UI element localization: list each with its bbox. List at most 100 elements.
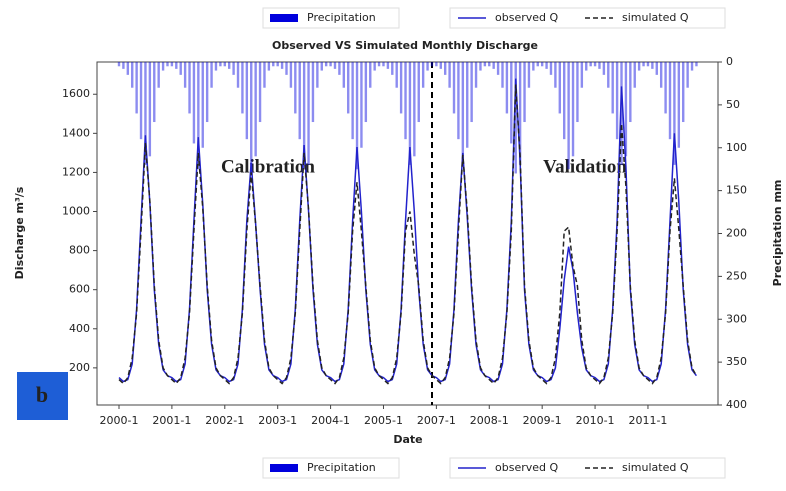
precip-bar	[620, 62, 623, 165]
precip-bar	[655, 62, 658, 75]
precip-bar	[311, 62, 315, 123]
x-tick-label: 2011-1	[628, 414, 667, 427]
precip-bar	[298, 62, 301, 140]
precip-bar	[373, 62, 376, 71]
precip-bar	[532, 62, 535, 71]
precip-bar	[439, 62, 442, 69]
precip-bar	[470, 62, 473, 123]
precip-bar	[205, 62, 209, 123]
precip-bar	[404, 62, 407, 140]
legend-swatch	[270, 14, 298, 22]
precip-bar	[157, 62, 160, 88]
precip-bar	[232, 62, 235, 75]
precip-bar	[479, 62, 482, 71]
precip-bar	[131, 62, 134, 88]
precip-bar	[351, 62, 354, 140]
precip-bar	[250, 62, 253, 170]
precip-bar	[637, 62, 641, 71]
precip-bar	[386, 62, 390, 69]
precip-bar	[399, 62, 403, 114]
precip-bar	[144, 62, 147, 165]
precip-bar	[443, 62, 447, 75]
precip-bar	[598, 62, 601, 69]
precip-bar	[501, 62, 504, 88]
y-tick-label: 800	[69, 244, 90, 257]
y-tick-label: 1600	[62, 87, 90, 100]
precip-bar	[642, 62, 645, 67]
x-tick-label: 2000-1	[100, 414, 139, 427]
precip-bar	[179, 62, 182, 75]
precip-bar	[677, 62, 681, 148]
precip-bar	[558, 62, 561, 114]
precip-bar	[607, 62, 610, 88]
precip-bar	[316, 62, 319, 88]
legend-swatch	[270, 464, 298, 472]
precip-bar	[492, 62, 495, 69]
precip-bar	[302, 62, 306, 170]
precip-bar	[201, 62, 204, 148]
precip-bar	[668, 62, 672, 140]
precip-bar	[192, 62, 196, 144]
precip-bar	[510, 62, 513, 144]
series-line	[118, 84, 698, 385]
precip-bar	[585, 62, 588, 71]
x-tick-label: 2009-1	[523, 414, 562, 427]
precip-bar	[166, 62, 169, 67]
precip-bar	[554, 62, 557, 88]
precip-bar	[175, 62, 178, 69]
precip-bar	[276, 62, 279, 67]
precip-bar	[228, 62, 231, 69]
precip-bar	[413, 62, 416, 157]
precip-bar	[664, 62, 667, 114]
annotation: Calibration	[221, 156, 315, 177]
precip-bar	[364, 62, 368, 123]
precip-bar	[527, 62, 531, 88]
precip-bar	[188, 62, 191, 114]
precip-bar	[673, 62, 676, 165]
precip-bar	[536, 62, 539, 67]
precip-bar	[466, 62, 469, 148]
precip-bar	[540, 62, 544, 67]
precip-bar	[624, 62, 628, 157]
precip-bar	[355, 62, 359, 170]
precip-bar	[474, 62, 478, 88]
precip-bar	[267, 62, 271, 71]
precip-bar	[417, 62, 420, 123]
series-line	[118, 78, 698, 383]
precip-bar	[571, 62, 575, 157]
precip-bar	[258, 62, 262, 123]
precip-bar	[461, 62, 465, 165]
precip-bar	[488, 62, 491, 67]
precip-bar	[135, 62, 138, 114]
y2-tick-label: 250	[726, 269, 747, 282]
precip-bar	[117, 62, 121, 67]
precip-bar	[690, 62, 694, 71]
precip-bar	[496, 62, 500, 75]
precip-bar	[210, 62, 213, 88]
x-axis-label: Date	[393, 433, 422, 446]
precip-bar	[382, 62, 385, 67]
precip-bar	[272, 62, 275, 67]
precip-bar	[615, 62, 619, 140]
y-tick-label: 1200	[62, 165, 90, 178]
precip-bar	[377, 62, 381, 67]
precip-bar	[457, 62, 460, 140]
y2-tick-label: 400	[726, 398, 747, 411]
y2-axis-label: Precipitation mm	[771, 180, 784, 287]
y-tick-label: 600	[69, 283, 90, 296]
precip-bar	[236, 62, 240, 88]
legend-label: observed Q	[495, 461, 558, 474]
panel-box	[17, 372, 68, 420]
annotation: Validation	[543, 156, 627, 177]
legend-label: Precipitation	[307, 461, 376, 474]
legend-box	[262, 457, 400, 479]
precip-bar	[245, 62, 249, 140]
precip-bar	[391, 62, 394, 75]
precip-bar	[153, 62, 156, 123]
precip-bar	[254, 62, 257, 157]
precip-bar	[333, 62, 337, 69]
precip-bar	[545, 62, 548, 69]
precip-bar	[452, 62, 456, 114]
precip-bar	[408, 62, 412, 165]
precip-bar	[369, 62, 372, 88]
